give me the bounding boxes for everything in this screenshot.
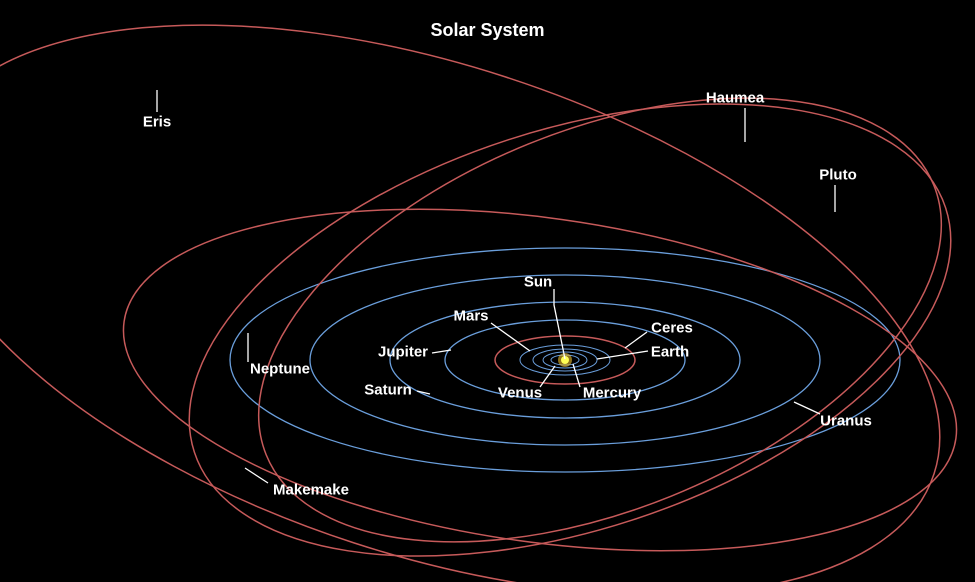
leader-sun <box>554 289 565 359</box>
leader-ceres <box>625 332 647 348</box>
leader-mars <box>491 323 530 351</box>
leader-uranus <box>794 402 820 414</box>
orbit-canvas <box>0 0 975 582</box>
orbit-pluto <box>195 9 975 582</box>
orbit-makemake <box>102 161 975 582</box>
solar-system-diagram: Solar System SunMercuryVenusEarthMarsCer… <box>0 0 975 582</box>
leader-earth <box>597 351 648 359</box>
